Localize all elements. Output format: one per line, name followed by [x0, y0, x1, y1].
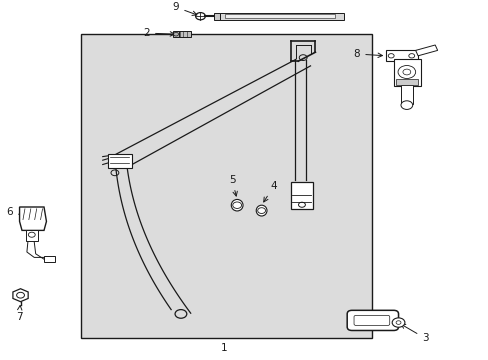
Ellipse shape	[256, 205, 266, 216]
Bar	[26, 230, 38, 241]
Bar	[400, 85, 412, 104]
Polygon shape	[13, 289, 28, 302]
Text: 5: 5	[228, 175, 237, 196]
Bar	[173, 31, 179, 37]
Circle shape	[391, 318, 404, 327]
Text: 2: 2	[143, 28, 174, 38]
Bar	[81, 34, 371, 338]
Polygon shape	[20, 207, 46, 230]
Bar	[395, 79, 417, 85]
Bar	[107, 154, 132, 168]
Text: 4: 4	[263, 181, 277, 202]
Text: 3: 3	[400, 324, 428, 343]
Bar	[393, 59, 420, 86]
Text: 8: 8	[353, 49, 382, 59]
Circle shape	[400, 101, 412, 109]
Bar	[224, 14, 334, 18]
Polygon shape	[415, 45, 437, 56]
FancyBboxPatch shape	[353, 315, 389, 325]
Bar	[219, 13, 344, 20]
Bar	[178, 31, 190, 37]
Text: 1: 1	[220, 343, 227, 353]
Bar	[44, 256, 55, 262]
Bar	[386, 50, 417, 61]
Text: 9: 9	[172, 2, 197, 15]
Bar	[290, 182, 312, 209]
Bar	[213, 13, 219, 20]
Ellipse shape	[231, 199, 243, 211]
Text: 6: 6	[6, 207, 41, 220]
Text: 7: 7	[16, 306, 22, 322]
FancyBboxPatch shape	[346, 310, 398, 330]
